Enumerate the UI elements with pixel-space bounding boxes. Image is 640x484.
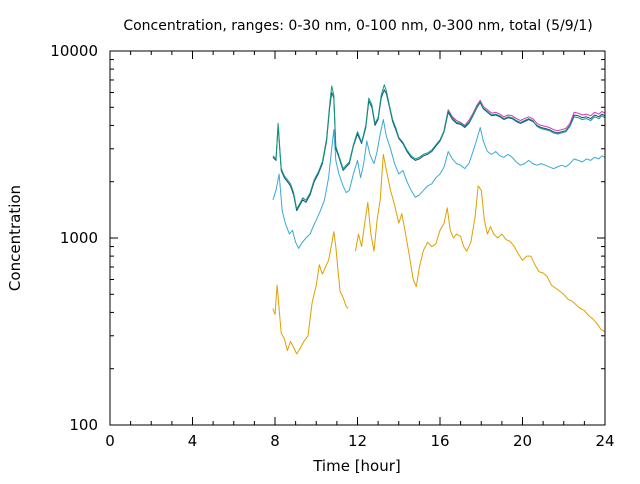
series-line-3 bbox=[272, 89, 606, 212]
series-line-1 bbox=[272, 231, 349, 355]
x-tick-label: 8 bbox=[270, 432, 280, 450]
y-tick-label: 10000 bbox=[50, 42, 98, 60]
series-line-2 bbox=[272, 119, 606, 249]
x-tick-label: 4 bbox=[188, 432, 198, 450]
series-line-5 bbox=[272, 84, 606, 210]
y-axis-label: Concentration bbox=[6, 185, 24, 291]
x-tick-label: 16 bbox=[430, 432, 449, 450]
x-axis-ticks: 0 4 8 12 16 20 24 bbox=[105, 51, 615, 450]
y-tick-label: 1000 bbox=[60, 229, 98, 247]
x-tick-label: 12 bbox=[348, 432, 367, 450]
series-line-1 bbox=[354, 153, 606, 333]
y-axis-ticks: 100 1000 10000 bbox=[50, 42, 605, 434]
chart-title: Concentration, ranges: 0-30 nm, 0-100 nm… bbox=[123, 18, 592, 34]
x-axis-label: Time [hour] bbox=[312, 457, 401, 475]
x-tick-label: 0 bbox=[105, 432, 115, 450]
x-tick-label: 20 bbox=[513, 432, 532, 450]
plot-lines bbox=[272, 84, 606, 355]
y-tick-label: 100 bbox=[69, 416, 98, 434]
x-tick-label: 24 bbox=[595, 432, 614, 450]
series-line-4 bbox=[443, 99, 606, 132]
